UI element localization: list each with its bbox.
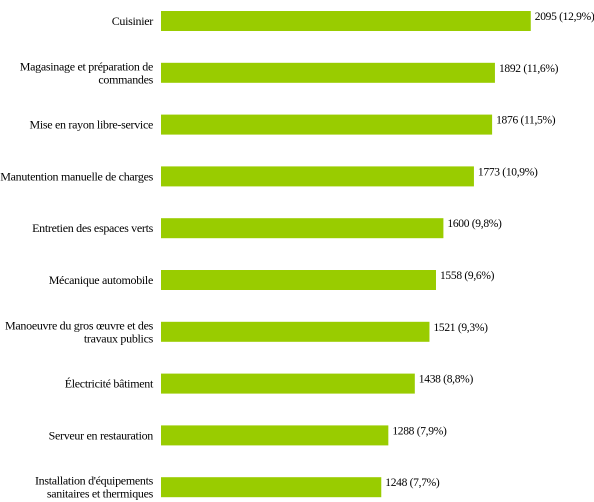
bar [161, 321, 430, 342]
bar [161, 218, 444, 239]
value-label: 1876 (11,5%) [496, 115, 556, 127]
value-label: 1773 (10,9%) [478, 166, 538, 178]
category-label: Manoeuvre du gros œuvre et des travaux pu… [5, 318, 154, 345]
bar [161, 114, 493, 135]
bar [161, 166, 474, 187]
value-label: 1288 (7,9%) [392, 425, 447, 437]
category-label: Mécanique automobile [49, 273, 153, 287]
value-label: 1521 (9,3%) [433, 322, 488, 334]
category-label: Entretien des espaces verts [32, 221, 153, 235]
bar [161, 11, 531, 31]
category-label: Serveur en restauration [49, 428, 154, 442]
value-label: 1248 (7,7%) [385, 477, 440, 489]
value-label: 1558 (9,6%) [440, 270, 495, 282]
category-label: Magasinage et préparation de commandes [20, 59, 154, 86]
bar [161, 373, 415, 394]
value-label: 1892 (11,6%) [499, 63, 559, 75]
bar [161, 477, 382, 498]
category-label: Mise en rayon libre-service [29, 118, 153, 132]
bar [161, 425, 389, 446]
value-label: 1438 (8,8%) [419, 374, 474, 386]
category-label: Cuisinier [112, 14, 154, 28]
category-label: Manutention manuelle de charges [0, 169, 153, 183]
value-label: 1600 (9,8%) [447, 218, 502, 230]
value-label: 2095 (12,9%) [535, 11, 594, 23]
bar [161, 62, 495, 83]
category-label: Électricité bâtiment [65, 377, 154, 391]
category-label: Installation d'équipements sanitaires et … [35, 474, 154, 501]
bar [161, 270, 436, 290]
